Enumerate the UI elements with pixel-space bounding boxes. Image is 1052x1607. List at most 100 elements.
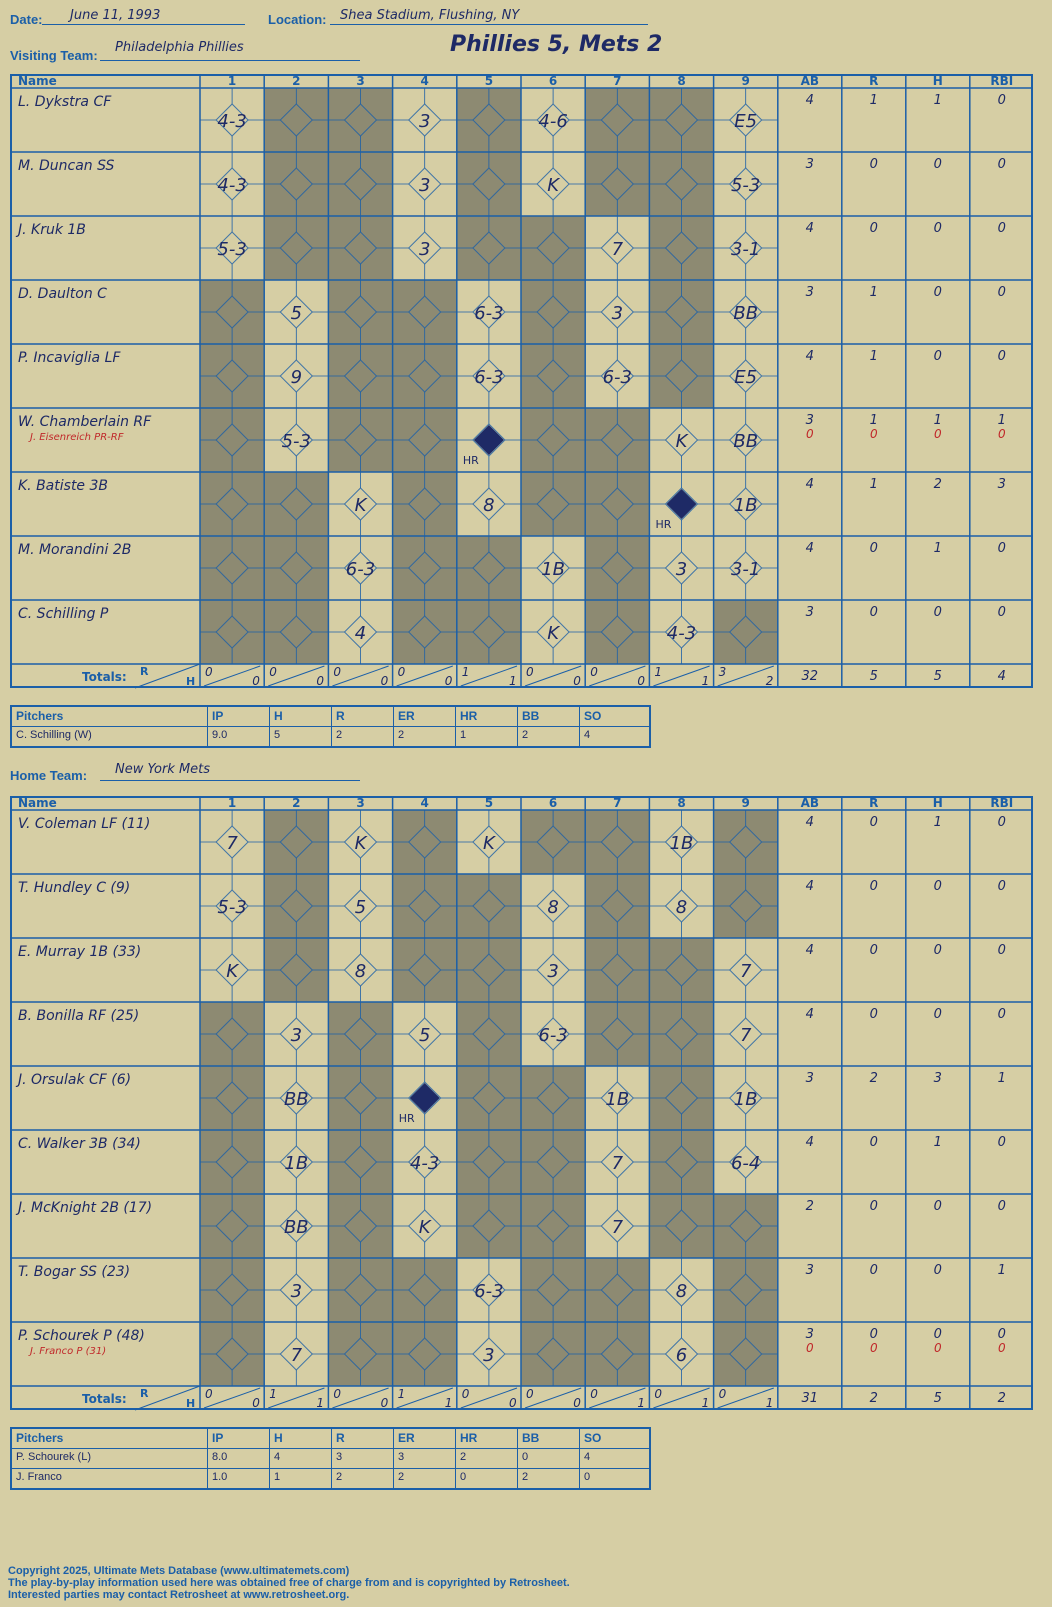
inning-runs: 0 bbox=[719, 1387, 727, 1401]
player-stat: 4 bbox=[806, 815, 814, 830]
pitcher-bb: 2 bbox=[517, 727, 579, 746]
date-label: Date: bbox=[10, 12, 43, 27]
col-r: R bbox=[331, 1429, 393, 1448]
player-stat: 3 bbox=[806, 1327, 814, 1342]
inning-header: 8 bbox=[677, 74, 685, 88]
play-result: 3 bbox=[419, 111, 430, 132]
stat-header: H bbox=[933, 74, 943, 88]
visiting-team-underline bbox=[100, 60, 360, 61]
player-stat: 1 bbox=[870, 413, 878, 428]
home-run-diamond bbox=[666, 489, 697, 519]
date-underline bbox=[42, 24, 245, 25]
inning-runs: 0 bbox=[333, 1387, 341, 1401]
col-bb: BB bbox=[517, 707, 579, 726]
inning-runs: 1 bbox=[654, 665, 662, 679]
player-name: P. Schourek P (48) bbox=[18, 1328, 145, 1344]
inning-runs: 3 bbox=[719, 665, 727, 679]
stat-header: R bbox=[869, 74, 878, 88]
play-result: 1B bbox=[605, 1089, 629, 1110]
player-name: J. Kruk 1B bbox=[15, 222, 86, 238]
player-stat: 0 bbox=[934, 349, 942, 364]
inning-header: 2 bbox=[292, 796, 300, 810]
player-stat: 1 bbox=[934, 541, 942, 556]
player-stat: 3 bbox=[806, 1263, 814, 1278]
totals-divider bbox=[203, 1387, 261, 1409]
inning-hits: 1 bbox=[509, 674, 517, 688]
player-stat: 0 bbox=[998, 943, 1006, 958]
play-result: 8 bbox=[355, 961, 366, 982]
inning-hits: 1 bbox=[766, 1396, 774, 1410]
player-stat: 1 bbox=[870, 93, 878, 108]
player-stat: 0 bbox=[998, 541, 1006, 556]
player-stat: 0 bbox=[998, 879, 1006, 894]
home-scorecard: Name 1 2 3 4 5 6 7 8 9 AB R H RBI V. Coleman LF (11) 4 0… bbox=[10, 796, 1033, 1411]
inning-runs: 0 bbox=[590, 1387, 598, 1401]
play-result: K bbox=[483, 833, 496, 854]
play-result: K bbox=[226, 961, 239, 982]
col-pitchers: Pitchers bbox=[16, 1431, 64, 1445]
player-stat: 3 bbox=[806, 605, 814, 620]
player-stat: 4 bbox=[806, 477, 814, 492]
play-result: 3-1 bbox=[731, 239, 760, 260]
totals-divider bbox=[396, 1387, 453, 1409]
play-result: 6-3 bbox=[603, 367, 632, 388]
pitcher-bb: 2 bbox=[517, 1469, 579, 1488]
player-stat: 0 bbox=[934, 1327, 942, 1342]
play-result: BB bbox=[733, 431, 758, 452]
player-stat: 0 bbox=[870, 221, 878, 236]
player-name: J. McKnight 2B (17) bbox=[15, 1200, 152, 1216]
player-stat: 2 bbox=[870, 1071, 878, 1086]
inning-hits: 0 bbox=[316, 674, 324, 688]
totals-divider bbox=[524, 1387, 582, 1409]
totals-divider bbox=[653, 1387, 710, 1409]
play-result: 3 bbox=[547, 961, 558, 982]
stat-header: RBI bbox=[990, 74, 1013, 88]
copyright-footer: Copyright 2025, Ultimate Mets Database (… bbox=[8, 1565, 570, 1601]
totals-divider bbox=[589, 1387, 646, 1409]
play-result: HR bbox=[399, 1112, 415, 1125]
game-location: Shea Stadium, Flushing, NY bbox=[340, 8, 520, 23]
play-result: 7 bbox=[612, 1217, 624, 1238]
play-result: 5 bbox=[291, 303, 302, 324]
play-result: 5-3 bbox=[217, 239, 246, 260]
visiting-team-name: Philadelphia Phillies bbox=[115, 40, 244, 55]
player-stat: 0 bbox=[870, 157, 878, 172]
player-name: J. Orsulak CF (6) bbox=[15, 1072, 131, 1088]
total-stat: 5 bbox=[934, 1391, 942, 1406]
play-result: K bbox=[547, 175, 560, 196]
play-result: K bbox=[547, 623, 560, 644]
total-stat: 5 bbox=[870, 669, 878, 684]
total-stat: 2 bbox=[870, 1391, 878, 1406]
player-stat: 4 bbox=[806, 943, 814, 958]
col-so: SO bbox=[579, 707, 641, 726]
inning-header: 7 bbox=[613, 74, 621, 88]
play-result: 3-1 bbox=[731, 559, 760, 580]
player-stat: 2 bbox=[934, 477, 942, 492]
total-stat: 4 bbox=[998, 669, 1006, 684]
stat-header: R bbox=[869, 796, 878, 810]
inning-hits: 1 bbox=[316, 1396, 324, 1410]
player-stat: 0 bbox=[934, 221, 942, 236]
player-stat: 0 bbox=[870, 815, 878, 830]
player-stat: 3 bbox=[806, 413, 814, 428]
copyright-line: Copyright 2025, Ultimate Mets Database (… bbox=[8, 1565, 350, 1577]
home-run-diamond bbox=[409, 1083, 440, 1113]
play-result: 5 bbox=[355, 897, 366, 918]
totals-divider bbox=[268, 665, 325, 687]
player-name: W. Chamberlain RF bbox=[18, 414, 152, 430]
totals-divider bbox=[268, 1387, 325, 1409]
pitcher-row: J. Franco 1.0 1 2 2 0 2 0 bbox=[12, 1468, 649, 1488]
player-stat: 0 bbox=[998, 1135, 1006, 1150]
inning-hits: 0 bbox=[509, 1396, 517, 1410]
totals-hits-key: H bbox=[186, 1397, 195, 1410]
totals-divider bbox=[653, 665, 710, 687]
play-result: 3 bbox=[483, 1345, 494, 1366]
play-result: E5 bbox=[734, 367, 757, 388]
inning-runs: 0 bbox=[205, 665, 213, 679]
player-stat: 4 bbox=[806, 541, 814, 556]
inning-hits: 0 bbox=[252, 674, 260, 688]
totals-hits-key: H bbox=[186, 675, 195, 688]
inning-runs: 1 bbox=[269, 1387, 277, 1401]
inning-hits: 0 bbox=[573, 674, 581, 688]
